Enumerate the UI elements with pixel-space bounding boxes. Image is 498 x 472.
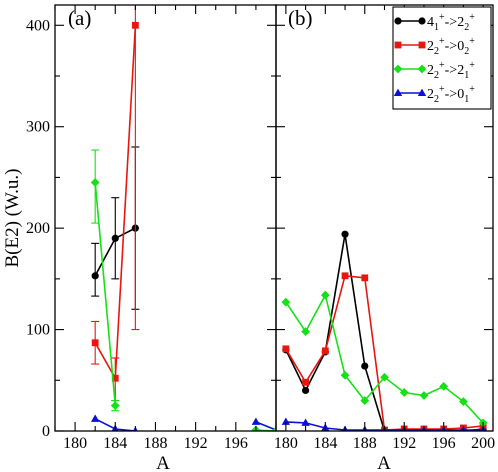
legend-s01-marker-left (393, 88, 403, 96)
legend-s01-marker-right (417, 88, 427, 96)
panel-b-s20-point (321, 347, 329, 355)
panel-b-s20-point (302, 378, 309, 386)
panel-b-s21-point (439, 381, 449, 391)
legend-s41-label: 41+->22+ (427, 12, 475, 33)
legend-s41-marker-right (418, 17, 426, 25)
panel-b-s20-line (285, 274, 484, 431)
panel-b-s21-point (360, 396, 370, 405)
panel-a-s21-point (110, 401, 120, 411)
panel-b-s01-point (301, 418, 310, 426)
panel-a-y-tick-label: 100 (26, 322, 50, 339)
panel-b-s21-point (399, 388, 409, 397)
panel-b-s21-point (419, 391, 429, 400)
panel-a-s21-point (90, 178, 100, 187)
panel-b-s21-point (380, 372, 389, 382)
panel-a-s21b-point (271, 426, 276, 431)
panel-b-s20-point (341, 272, 349, 280)
panel-a-y-tick-label: 300 (26, 119, 50, 136)
legend-s01-label: 22+->01+ (427, 84, 475, 105)
legend-s21-marker-right (417, 64, 427, 74)
legend-s21-label: 22+->21+ (427, 60, 475, 81)
panel-a-s20-point (91, 339, 99, 347)
panel-a-y-tick-label: 200 (26, 220, 50, 237)
panel-b-s20-point (282, 345, 290, 353)
panel-a-y-tick-label: 400 (26, 17, 50, 34)
panel-b-s01-point (281, 417, 291, 425)
panel-b-s41-line (285, 234, 484, 431)
legend: 41+->22+ 22+->02+ 22+->21+ 22+->01+ (392, 6, 492, 110)
panel-b-x-tick-label: 184 (313, 435, 337, 452)
panel-b-s41-point (301, 386, 310, 395)
panel-a-s01-point (251, 417, 261, 425)
panel-a-x-tick-label: 184 (103, 435, 127, 452)
panel-b-s41-point (341, 230, 349, 238)
panel-b-s21-point (340, 370, 350, 380)
panel-b-s21-point (459, 397, 468, 406)
panel-a-s20-point (131, 21, 139, 29)
panel-a-x-tick-label: 180 (63, 435, 87, 452)
legend-s21-marker-left (393, 64, 403, 74)
x-axis-label-a: A (156, 453, 170, 472)
panel-b-s21-line (285, 292, 484, 424)
panel-b-x-tick-label: 196 (432, 435, 456, 452)
panel-b-x-tick-label: 180 (274, 435, 298, 452)
panel-b-s21-point (301, 327, 310, 336)
panel-a-x-tick-label: 188 (143, 435, 167, 452)
panel-a-plot-area (90, 5, 276, 431)
panel-a-s21-line (94, 182, 117, 406)
panel-b-x-tick-label: 188 (353, 435, 377, 452)
panel-b-s41-point (361, 362, 369, 370)
panel-b-plot-area (281, 230, 488, 431)
panel-a-x-tick-label: 196 (224, 435, 248, 452)
legend-s41-marker-left (394, 17, 402, 25)
panel-b (281, 230, 488, 431)
panel-a-s20-point (111, 374, 119, 382)
legend-s20-marker-right (418, 41, 426, 49)
legend-box (392, 6, 492, 110)
panel-b-s21-point (320, 290, 330, 300)
legend-s20-marker-left (394, 41, 402, 49)
panel-b-x-tick-label: 192 (392, 435, 416, 452)
panel-b-s21-point (281, 297, 291, 307)
panel-a-s41-point (91, 272, 99, 280)
panel-a-s01-point (90, 414, 100, 422)
panel-b-label: (b) (288, 6, 313, 30)
panel-a (90, 5, 276, 431)
x-axis-label-b: A (377, 453, 391, 472)
panel-a-s01-line-2 (255, 421, 276, 431)
y-axis-label: B(E2) (W.u.) (2, 168, 23, 267)
panel-a-y-tick-label: 0 (42, 423, 50, 440)
panel-a-s41-point (111, 234, 119, 242)
panel-b-s20-point (361, 274, 369, 282)
panel-a-frame (54, 4, 277, 432)
panel-a-label: (a) (68, 6, 91, 30)
panel-a-x-tick-label: 192 (184, 435, 208, 452)
panel-b-x-tick-label: 200 (471, 435, 495, 452)
legend-s20-label: 22+->02+ (427, 36, 475, 57)
